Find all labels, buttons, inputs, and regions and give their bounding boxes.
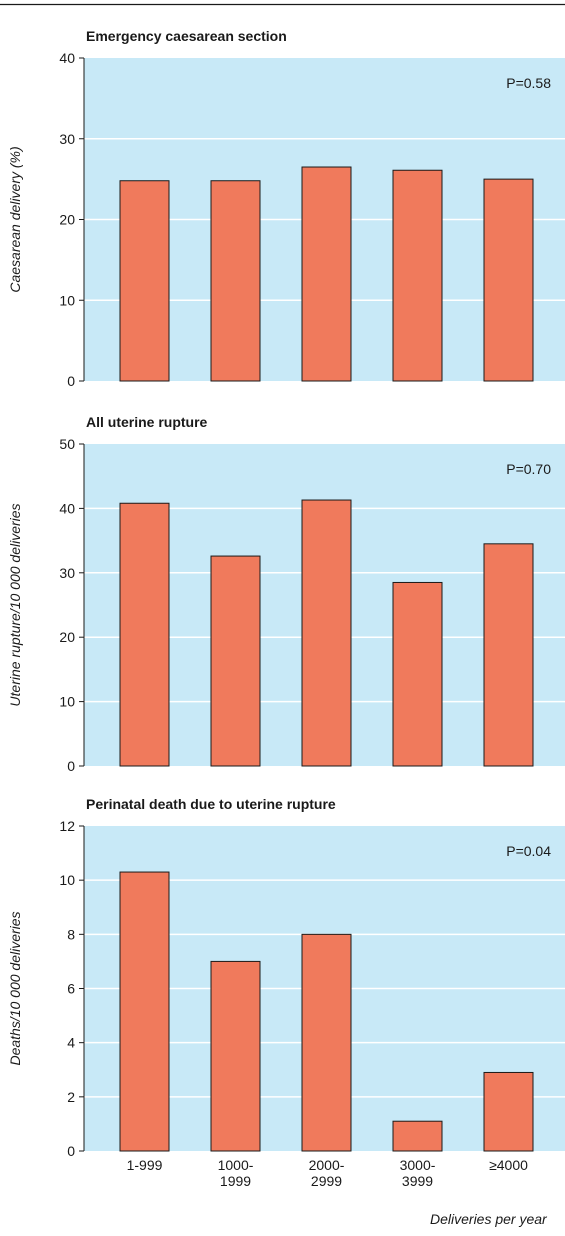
x-tick-label: 3999 — [402, 1173, 433, 1189]
bar-4 — [392, 1120, 443, 1152]
bar-2 — [210, 960, 261, 1152]
y-axis-label: Uterine rupture/10 000 deliveries — [7, 503, 23, 706]
x-tick-label: 1000- — [218, 1157, 254, 1173]
y-tick-label: 30 — [59, 565, 75, 581]
y-axis-label: Deaths/10 000 deliveries — [7, 911, 23, 1065]
x-tick-label: 1999 — [220, 1173, 251, 1189]
panel-title: All uterine rupture — [86, 414, 208, 430]
y-tick-label: 0 — [67, 1143, 75, 1159]
panel-title: Emergency caesarean section — [86, 28, 287, 44]
x-axis-label: Deliveries per year — [430, 1211, 548, 1227]
bar-5 — [483, 543, 534, 767]
y-tick-label: 2 — [67, 1089, 75, 1105]
p-value-annotation: P=0.04 — [506, 843, 551, 859]
y-tick-label: 6 — [67, 981, 75, 997]
bar-3 — [301, 499, 352, 767]
bar-2 — [210, 180, 261, 382]
bar-5 — [483, 1071, 534, 1152]
y-tick-label: 50 — [59, 436, 75, 452]
y-tick-label: 20 — [59, 629, 75, 645]
bar-3 — [301, 166, 352, 382]
y-tick-label: 0 — [67, 758, 75, 774]
y-tick-label: 40 — [59, 50, 75, 66]
bar-2 — [210, 555, 261, 767]
x-tick-label: 2000- — [309, 1157, 345, 1173]
p-value-annotation: P=0.70 — [506, 461, 551, 477]
panel-title: Perinatal death due to uterine rupture — [86, 796, 336, 812]
panel-3: 0 2 4 6 8 10 12 Perinatal death due to uterine … — [7, 796, 565, 1189]
bar-1 — [119, 502, 170, 767]
y-tick-label: 8 — [67, 926, 75, 942]
y-tick-label: 20 — [59, 212, 75, 228]
x-tick-label: 3000- — [400, 1157, 436, 1173]
y-tick-label: 4 — [67, 1035, 75, 1051]
y-tick-label: 10 — [59, 292, 75, 308]
panel-1: 0 10 20 30 40 Emergency caesarean section Caes… — [7, 28, 565, 389]
panel-2: 0 10 20 30 40 50 All uterine rupture Uterine ru… — [7, 414, 565, 774]
bar-1 — [119, 180, 170, 382]
p-value-annotation: P=0.58 — [506, 75, 551, 91]
x-tick-label: ≥4000 — [489, 1157, 528, 1173]
y-tick-label: 0 — [67, 373, 75, 389]
y-axis-label: Caesarean delivery (%) — [7, 146, 23, 292]
y-tick-label: 12 — [59, 818, 75, 834]
bar-4 — [392, 169, 443, 382]
y-tick-label: 30 — [59, 131, 75, 147]
bar-4 — [392, 581, 443, 767]
bar-1 — [119, 871, 170, 1152]
x-tick-label: 2999 — [311, 1173, 342, 1189]
y-tick-label: 40 — [59, 500, 75, 516]
bar-3 — [301, 933, 352, 1152]
bar-5 — [483, 178, 534, 382]
y-tick-label: 10 — [59, 872, 75, 888]
x-tick-label: 1-999 — [127, 1157, 163, 1173]
y-tick-label: 10 — [59, 694, 75, 710]
